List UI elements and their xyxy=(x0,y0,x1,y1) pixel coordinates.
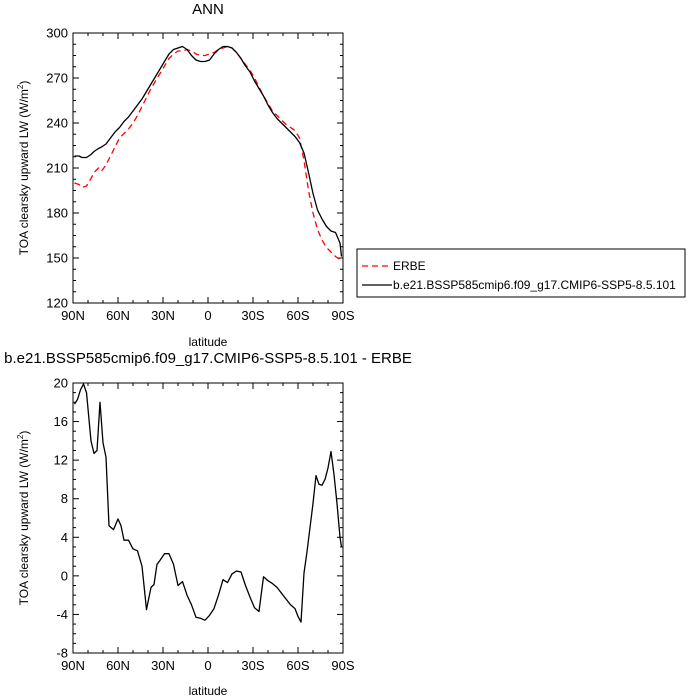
top-x-tick-label: 30S xyxy=(241,308,264,323)
top-plot-title: ANN xyxy=(192,1,224,18)
top-y-tick-label: 180 xyxy=(46,206,68,221)
top-y-axis-title-tail: ) xyxy=(17,81,31,85)
top-y-axis-title: TOA clearsky upward LW (W/m2) xyxy=(16,81,31,256)
bottom-y-tick-label: -4 xyxy=(56,607,68,622)
bottom-x-tick-label: 60S xyxy=(286,658,309,673)
legend-label-erbe: ERBE xyxy=(393,259,426,273)
bottom-panel: b.e21.BSSP585cmip6.f09_g17.CMIP6-SSP5-8.… xyxy=(4,350,412,698)
bottom-x-tick-label: 90N xyxy=(61,658,85,673)
bottom-y-tick-label: 8 xyxy=(61,491,68,506)
top-x-tick-label: 90S xyxy=(331,308,354,323)
top-y-tick-label: 210 xyxy=(46,161,68,176)
top-y-axis-title-sup: 2 xyxy=(16,84,25,89)
bottom-x-tick-label: 30N xyxy=(151,658,175,673)
bottom-y-axis-title-main: TOA clearsky upward LW (W/m xyxy=(17,439,31,605)
top-y-tick-label: 150 xyxy=(46,251,68,266)
top-x-axis-title: latitude xyxy=(189,335,228,349)
top-y-tick-label: 300 xyxy=(46,26,68,41)
top-x-tick-label: 30N xyxy=(151,308,175,323)
legend: ERBE b.e21.BSSP585cmip6.f09_g17.CMIP6-SS… xyxy=(356,248,686,298)
top-data-lines xyxy=(74,45,343,262)
bottom-y-axis-title-sup: 2 xyxy=(16,434,25,439)
bottom-series-line-model xyxy=(73,383,343,623)
legend-box xyxy=(356,248,686,298)
bottom-y-tick-label: -8 xyxy=(56,646,68,661)
top-x-tick-label: 60S xyxy=(286,308,309,323)
bottom-y-axis-title: TOA clearsky upward LW (W/m2) xyxy=(16,431,31,606)
top-y-tick-label: 240 xyxy=(46,116,68,131)
legend-label-model: b.e21.BSSP585cmip6.f09_g17.CMIP6-SSP5-8.… xyxy=(393,278,676,292)
bottom-plot-frame xyxy=(72,382,344,654)
bottom-y-tick-label: 4 xyxy=(61,530,68,545)
top-series-line-erbe xyxy=(74,45,342,262)
bottom-axis-ticks xyxy=(72,382,344,654)
bottom-y-tick-label: 20 xyxy=(54,376,68,391)
top-y-tick-label: 270 xyxy=(46,71,68,86)
bottom-data-lines xyxy=(73,383,343,623)
bottom-y-tick-label: 16 xyxy=(54,414,68,429)
bottom-plot-title: b.e21.BSSP585cmip6.f09_g17.CMIP6-SSP5-8.… xyxy=(4,350,412,367)
bottom-y-tick-label: 12 xyxy=(54,453,68,468)
top-panel: ANN 90N 60N 30N 0 30S 60S 90S 120 150 180 210 240 2… xyxy=(16,1,355,349)
top-y-axis-title-main: TOA clearsky upward LW (W/m xyxy=(17,89,31,255)
top-plot-frame xyxy=(72,32,344,304)
bottom-y-tick-labels: -8 -4 0 4 8 12 16 20 xyxy=(54,376,68,661)
top-y-tick-label: 120 xyxy=(46,296,68,311)
top-x-tick-label: 0 xyxy=(204,308,211,323)
bottom-x-tick-label: 0 xyxy=(204,658,211,673)
top-axis-ticks xyxy=(72,32,344,304)
bottom-x-tick-label: 60N xyxy=(106,658,130,673)
bottom-y-axis-title-tail: ) xyxy=(17,431,31,435)
bottom-y-tick-label: 0 xyxy=(61,568,68,583)
top-x-tick-label: 90N xyxy=(61,308,85,323)
top-y-tick-labels: 120 150 180 210 240 270 300 xyxy=(46,26,68,311)
bottom-x-tick-labels: 90N 60N 30N 0 30S 60S 90S xyxy=(61,658,355,673)
top-x-tick-label: 60N xyxy=(106,308,130,323)
bottom-x-tick-label: 90S xyxy=(331,658,354,673)
top-x-tick-labels: 90N 60N 30N 0 30S 60S 90S xyxy=(61,308,355,323)
top-series-line-model xyxy=(74,45,343,257)
bottom-x-tick-label: 30S xyxy=(241,658,264,673)
bottom-x-axis-title: latitude xyxy=(189,684,228,698)
